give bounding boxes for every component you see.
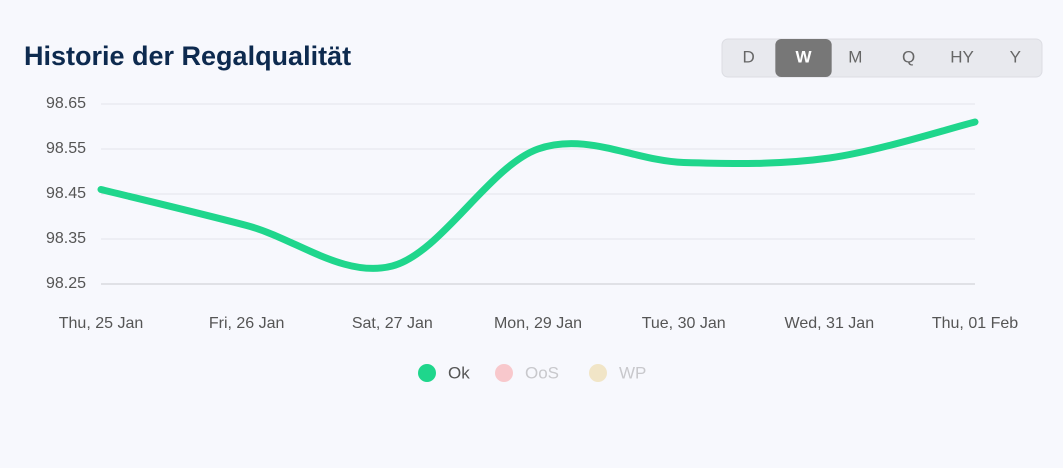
y-tick-label: 98.65	[46, 95, 86, 112]
x-tick-label: Thu, 25 Jan	[59, 315, 144, 332]
period-button[interactable]: M	[848, 47, 862, 66]
legend-label[interactable]: OoS	[525, 363, 559, 382]
chart-title: Historie der Regalqualität	[24, 41, 351, 71]
line	[97, 118, 979, 272]
x-tick-label: Thu, 01 Feb	[932, 315, 1018, 332]
y-tick-label: 98.45	[46, 185, 86, 202]
legend-label[interactable]: Ok	[448, 363, 470, 382]
legend-marker[interactable]	[418, 364, 436, 382]
period-button-active[interactable]	[775, 39, 832, 77]
y-tick-label: 98.55	[46, 140, 86, 157]
legend-marker[interactable]	[589, 364, 607, 382]
period-button[interactable]: D	[743, 47, 755, 66]
y-tick-label: 98.25	[46, 275, 86, 292]
period-button[interactable]: Y	[1010, 47, 1021, 66]
legend-marker[interactable]	[495, 364, 513, 382]
x-tick-label: Wed, 31 Jan	[785, 315, 875, 332]
x-tick-label: Mon, 29 Jan	[494, 315, 582, 332]
period-button[interactable]: W	[795, 47, 812, 66]
period-button[interactable]: HY	[950, 47, 974, 66]
y-tick-label: 98.35	[46, 230, 86, 247]
legend-label[interactable]: WP	[619, 363, 646, 382]
period-switch	[721, 38, 1043, 78]
x-tick-label: Sat, 27 Jan	[352, 315, 433, 332]
period-button[interactable]: Q	[902, 47, 915, 66]
x-tick-label: Tue, 30 Jan	[642, 315, 726, 332]
x-tick-label: Fri, 26 Jan	[209, 315, 285, 332]
